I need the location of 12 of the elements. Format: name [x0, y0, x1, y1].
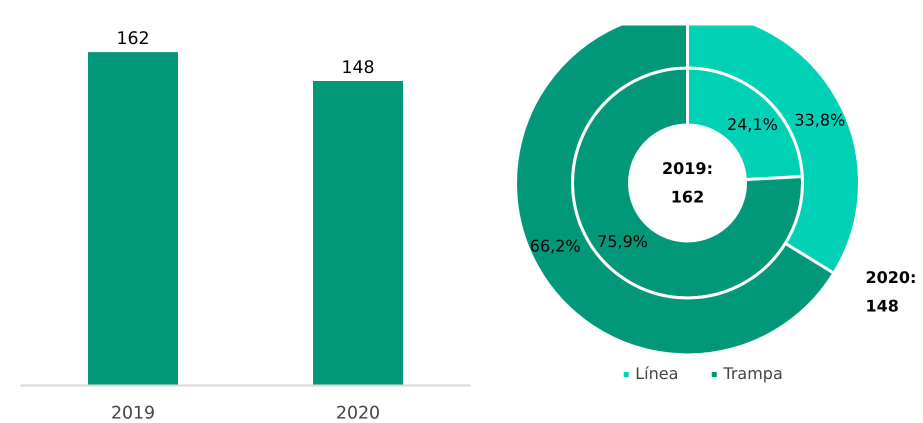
data-label: 33,8% [794, 110, 846, 130]
data-label: 75,9% [597, 232, 648, 251]
data-label: 66,2% [530, 236, 581, 256]
x-tick-label: 2019 [110, 404, 156, 423]
data-label: 24,1% [726, 114, 778, 134]
data-label: 148 [341, 58, 375, 78]
text: 2020: 148 [866, 268, 916, 316]
data-label: 162 [116, 29, 150, 50]
x-tick-label: 2020 [336, 404, 380, 423]
legend-label: Línea [635, 364, 678, 383]
legend-label: Trampa [723, 364, 783, 383]
text: 2019: 162 [662, 159, 713, 207]
